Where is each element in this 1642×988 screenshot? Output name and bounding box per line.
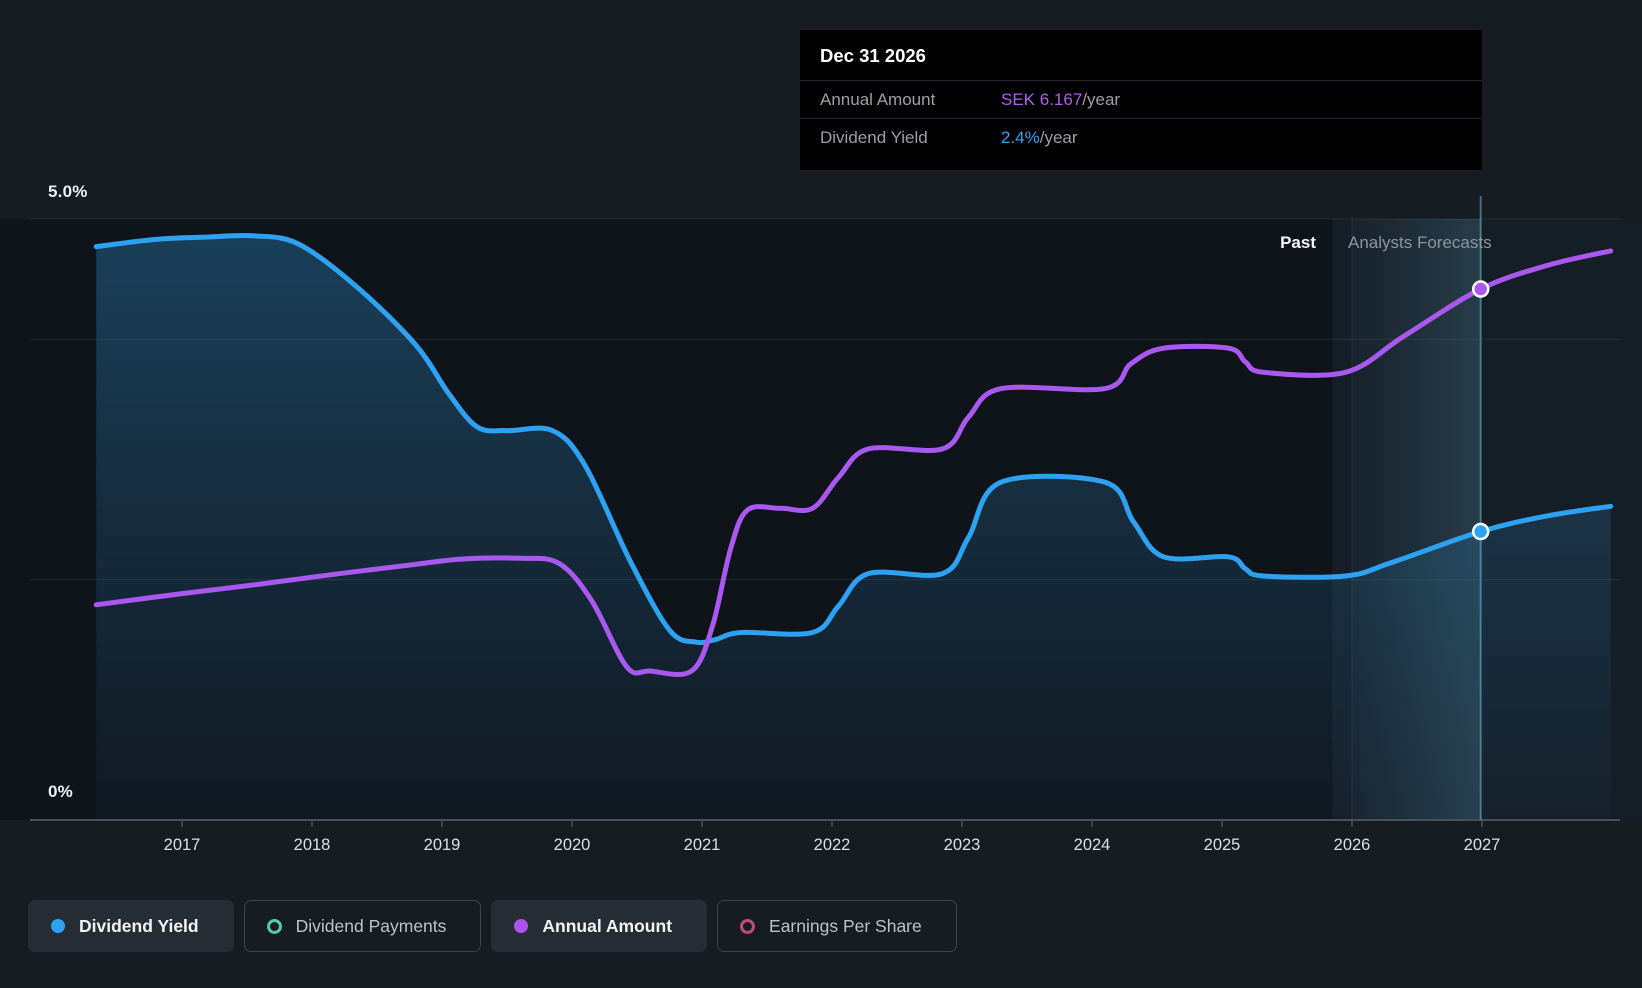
marker-dividend-yield — [1473, 524, 1488, 539]
x-axis-label-2023: 2023 — [944, 836, 981, 855]
x-axis-label-2018: 2018 — [294, 836, 331, 855]
legend-item-annual-amount[interactable]: Annual Amount — [491, 900, 707, 952]
legend-dot-icon — [51, 919, 65, 933]
tooltip-value: 2.4% — [1001, 128, 1040, 148]
tooltip-date: Dec 31 2026 — [800, 30, 1482, 80]
x-axis-label-2024: 2024 — [1074, 836, 1111, 855]
tooltip: Dec 31 2026 Annual Amount SEK 6.167/year… — [800, 30, 1482, 170]
tooltip-padding — [800, 156, 1482, 170]
tooltip-suffix: /year — [1040, 128, 1078, 148]
legend-ring-icon — [267, 919, 282, 934]
tooltip-value: SEK 6.167 — [1001, 90, 1082, 110]
x-axis-label-2019: 2019 — [424, 836, 461, 855]
marker-annual-amount — [1473, 282, 1488, 297]
legend-item-label: Earnings Per Share — [769, 916, 922, 937]
tooltip-row-annual-amount: Annual Amount SEK 6.167/year — [800, 80, 1482, 118]
legend-item-label: Dividend Yield — [79, 916, 199, 937]
y-axis-label-top: 5.0% — [48, 182, 88, 202]
analysts-forecasts-label: Analysts Forecasts — [1348, 233, 1492, 253]
legend-item-dividend-payments[interactable]: Dividend Payments — [244, 900, 482, 952]
legend-item-earnings-per-share[interactable]: Earnings Per Share — [717, 900, 957, 952]
legend-dot-icon — [514, 919, 528, 933]
legend-item-label: Dividend Payments — [296, 916, 447, 937]
past-label: Past — [1280, 233, 1316, 253]
dividend-chart: 5.0% 0% Past Analysts Forecasts 2017 2018… — [0, 0, 1642, 988]
tooltip-label: Dividend Yield — [800, 128, 1001, 148]
x-axis-label-2025: 2025 — [1204, 836, 1241, 855]
x-axis-label-2020: 2020 — [554, 836, 591, 855]
x-axis — [30, 820, 1620, 827]
legend-ring-icon — [740, 919, 755, 934]
x-axis-label-2017: 2017 — [164, 836, 201, 855]
tooltip-row-dividend-yield: Dividend Yield 2.4%/year — [800, 118, 1482, 156]
y-axis-label-bottom: 0% — [48, 782, 73, 802]
legend: Dividend Yield Dividend Payments Annual Am… — [28, 900, 957, 952]
legend-item-label: Annual Amount — [542, 916, 672, 937]
x-axis-label-2021: 2021 — [684, 836, 721, 855]
tooltip-suffix: /year — [1082, 90, 1120, 110]
legend-item-dividend-yield[interactable]: Dividend Yield — [28, 900, 234, 952]
tooltip-label: Annual Amount — [800, 90, 1001, 110]
x-axis-label-2027: 2027 — [1464, 836, 1501, 855]
x-axis-label-2026: 2026 — [1334, 836, 1371, 855]
x-axis-label-2022: 2022 — [814, 836, 851, 855]
